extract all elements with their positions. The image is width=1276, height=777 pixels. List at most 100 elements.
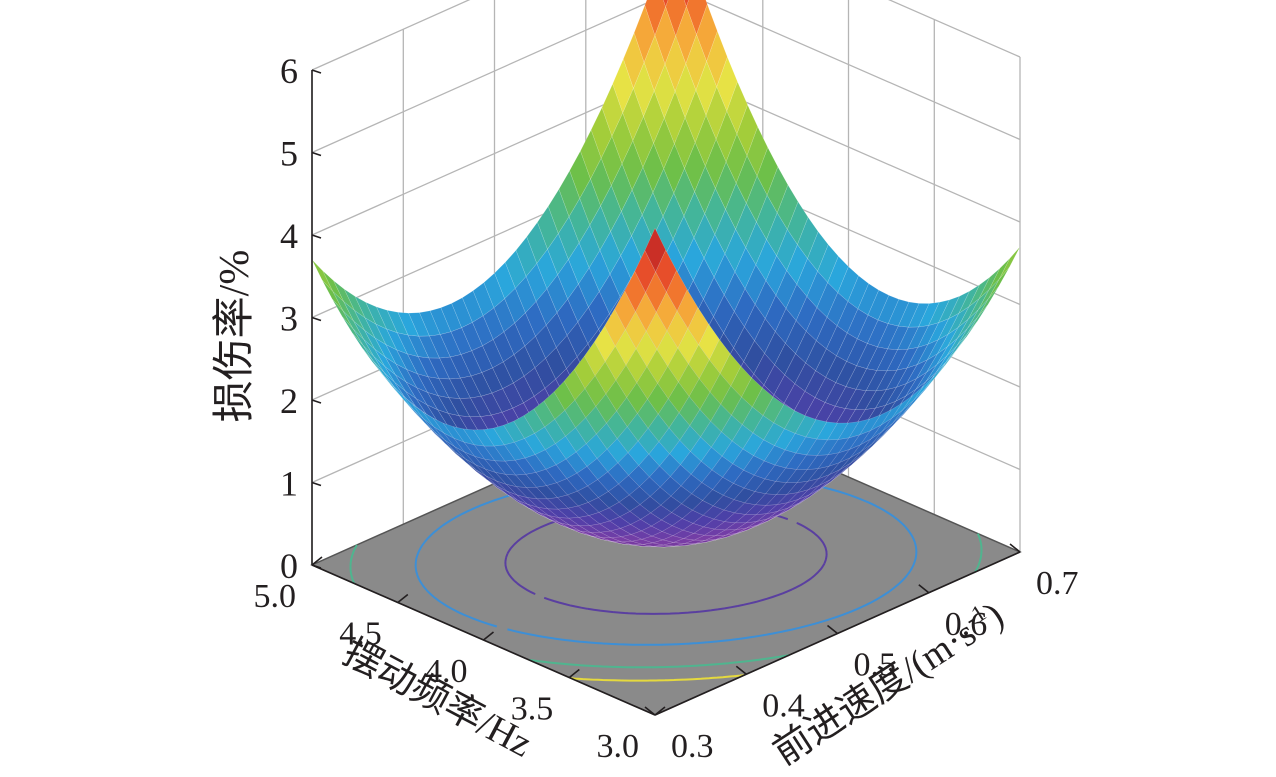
surface-cell-1037 (524, 335, 546, 369)
surface-cell-714 (432, 417, 455, 439)
surface-cell-1133 (429, 307, 452, 335)
frequency-tick-mark-4 (311, 556, 323, 566)
surface-cell-996 (459, 397, 481, 418)
surface-cell-222 (777, 499, 799, 512)
surface-cell-301 (874, 386, 897, 409)
surface-cell-302 (885, 367, 908, 391)
surface-cell-8 (730, 365, 752, 398)
surface-cell-951 (726, 81, 748, 135)
surface-cell-340 (543, 391, 566, 420)
response-surface (311, 0, 1021, 548)
surface-cell-5 (698, 323, 720, 361)
z-tick-mark-4 (311, 234, 322, 239)
surface-cell-1151 (623, 32, 645, 90)
speed-tick-mark-4 (1009, 543, 1021, 553)
surface-cell-322 (725, 527, 747, 536)
surface-cell-1108 (536, 248, 558, 290)
surface-cell-1021 (352, 328, 375, 357)
surface-cell-285 (703, 518, 726, 530)
surface-cell-646 (452, 426, 475, 446)
surface-cell-1078 (589, 205, 611, 251)
frequency-tick-label-1: 3.5 (511, 691, 554, 728)
surface-cell-30 (966, 304, 989, 335)
surface-cell-1138 (483, 272, 505, 309)
surface-cell-421 (663, 542, 685, 547)
surface-cell-488 (632, 544, 654, 547)
surface-cell-989 (384, 366, 406, 392)
surface-cell-97 (935, 345, 958, 373)
surface-cell-1023 (374, 348, 396, 375)
surface-cell-1101 (461, 322, 483, 352)
surface-cell-545 (493, 444, 516, 462)
surface-cell-751 (455, 451, 477, 471)
surface-cell-240 (595, 393, 617, 424)
speed-tick-mark-3 (918, 584, 930, 594)
frequency-tick-mark-1 (568, 668, 580, 679)
surface-cell-27 (934, 351, 956, 379)
surface-cell-515 (546, 497, 569, 510)
surface-cell-850 (392, 385, 414, 410)
surface-cell-10 (751, 387, 774, 416)
surface-cell-716 (454, 446, 476, 465)
surface-cell-18 (837, 421, 860, 440)
surface-cell-1062 (417, 356, 440, 379)
surface-cell-352 (672, 529, 695, 539)
surface-cell-320 (703, 528, 727, 537)
surface-cell-25 (913, 375, 935, 401)
surface-cell-474 (856, 314, 879, 344)
surface-cell-987 (362, 345, 385, 373)
surface-cell-32 (988, 267, 1010, 299)
tick-labels: 0 1 2 3 4 5 6 3.0 3.5 4.0 4.5 5.0 0.3 0.4 0.5 0.6 0.7 (254, 51, 1079, 765)
z-tick-label-5: 5 (280, 134, 298, 174)
frequency-tick-label-2: 4.0 (425, 653, 468, 690)
surface-cell-137 (615, 329, 637, 366)
z-tick-mark-2 (311, 399, 322, 404)
surface-cell-1034 (492, 361, 514, 390)
z-tick-mark-3 (311, 316, 322, 322)
z-axis-label: 损伤率/% (211, 250, 258, 423)
surface-cell-192 (830, 464, 852, 482)
speed-tick-label-4: 0.7 (1036, 565, 1079, 602)
surface-cell-311 (607, 462, 629, 485)
surface-cell-91 (871, 423, 893, 445)
surface-cell-220 (755, 504, 778, 515)
surface-cell-123 (839, 451, 862, 470)
surface-cell-93 (892, 402, 915, 426)
surface-cell-290 (757, 514, 779, 526)
surface-cell-20 (858, 414, 882, 436)
speed-tick-label-1: 0.4 (762, 687, 805, 724)
surface-cell-452 (620, 534, 643, 542)
surface-cell-317 (671, 518, 694, 531)
surface-cell-782 (412, 404, 434, 427)
surface-cell-1121 (683, 0, 689, 8)
surface-cell-29 (955, 321, 978, 351)
surface-cell-522 (622, 543, 644, 547)
surface-cell-372 (887, 325, 909, 350)
z-tick-mark-1 (311, 481, 322, 487)
surface-cell-578 (472, 429, 495, 447)
surface-cell-585 (548, 515, 570, 526)
z-tick-mark-5 (311, 151, 322, 157)
surface-cell-341 (554, 409, 576, 437)
frequency-tick-label-4: 5.0 (254, 578, 297, 615)
surface-cell-36 (656, 291, 678, 332)
frequency-tick-label-0: 3.0 (597, 728, 640, 765)
surface-cell-208 (626, 412, 649, 442)
surface-cell-510 (493, 424, 515, 446)
surface-cell-1096 (407, 334, 430, 359)
surface-cell-384 (640, 525, 663, 537)
surface-cell-224 (798, 488, 821, 504)
surface-cell-752 (465, 462, 487, 480)
surface-cell-238 (574, 355, 596, 389)
surface-cell-676 (775, 308, 797, 344)
surface-cell-487 (621, 540, 643, 546)
surface-cell-486 (610, 536, 632, 543)
surface-cell-577 (837, 266, 859, 302)
right-wall-gridline-6 (888, 0, 1021, 58)
z-tick-mark-0 (311, 564, 322, 569)
speed-tick-label-0: 0.3 (671, 728, 714, 765)
surface-cell-50 (806, 438, 828, 456)
surface-cell-1050 (664, 90, 686, 145)
surface-cell-649 (484, 468, 507, 485)
